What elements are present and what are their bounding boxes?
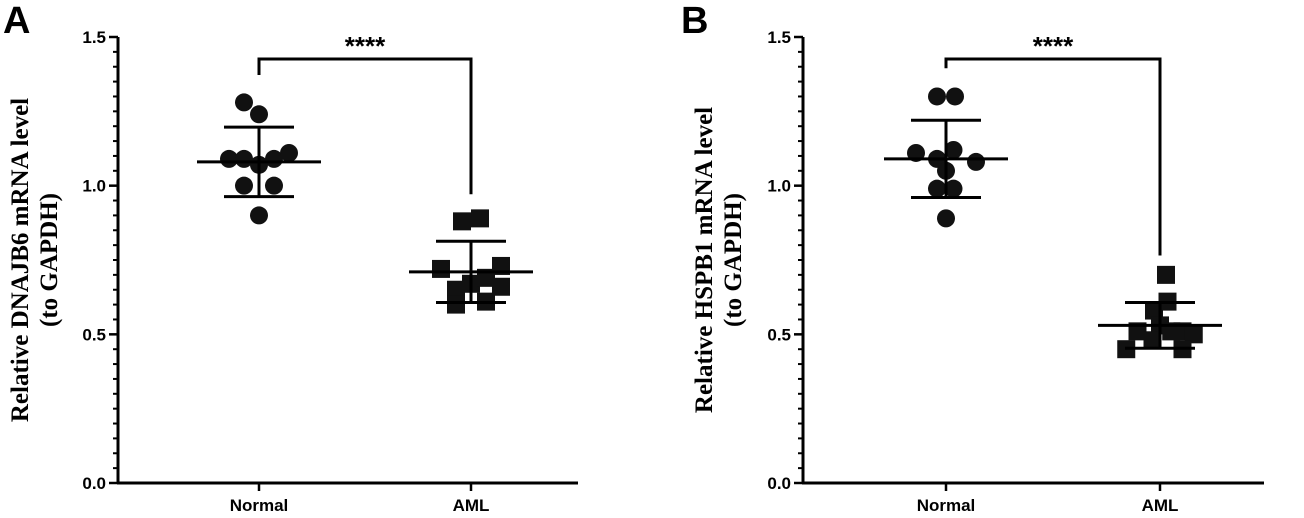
panel-b-normal-point <box>944 140 963 159</box>
panel-a-normal-point <box>220 149 238 168</box>
panel-b-normal-point <box>946 87 964 106</box>
panel-a-y-tick-label: 1.0 <box>82 177 106 196</box>
panel-b-aml-point <box>1143 331 1162 350</box>
panel-b-axes: 0.0 0.5 1.0 1.5 <box>767 28 1264 493</box>
panel-a-y-tick-label: 0.5 <box>82 325 106 344</box>
panel-b-normal-point <box>937 209 955 228</box>
panel-b-y-tick-label: 0.5 <box>767 325 791 344</box>
panel-b-significance: **** <box>1033 31 1074 61</box>
panel-a-normal-point <box>265 176 283 195</box>
panel-b-marks <box>884 57 1222 359</box>
panel-a-significance: **** <box>345 31 386 61</box>
panel-b-normal-point <box>944 179 963 198</box>
panel-a-marks <box>197 57 533 314</box>
panel-b-category-normal: Normal <box>917 496 976 515</box>
panel-b-normal-point <box>967 152 985 171</box>
panel-b: B Relative HSPB1 mRNA level (to GAPDH) 0… <box>681 0 1264 515</box>
panel-a-significance-bracket <box>257 57 473 195</box>
panel-a-category-normal: Normal <box>230 496 289 515</box>
panel-a-normal-point <box>250 206 268 225</box>
panel-a-axes: 0.0 0.5 1.0 1.5 <box>82 28 578 493</box>
panel-b-normal-point <box>928 87 946 106</box>
panel-b-significance-bracket <box>944 57 1162 256</box>
panel-a-normal-point <box>235 176 253 195</box>
panel-a-letter: A <box>3 0 30 42</box>
panel-a-y-tick-label: 0.0 <box>82 474 106 493</box>
panel-a-aml-point <box>471 209 489 228</box>
panel-a-aml-point <box>447 295 465 314</box>
panel-a-y-label-line2: (to GAPDH) <box>36 193 63 327</box>
panel-b-category-aml: AML <box>1142 496 1179 515</box>
panel-b-y-tick-label: 1.5 <box>767 28 791 47</box>
panel-b-aml-point <box>1184 325 1203 344</box>
panel-a-aml-point <box>447 280 465 299</box>
panel-a-normal-point <box>235 149 253 168</box>
panel-b-y-tick-label: 1.0 <box>767 177 791 196</box>
panel-a-y-tick-label: 1.5 <box>82 28 106 47</box>
panel-a-normal-point <box>235 93 253 112</box>
panel-b-y-tick-label: 0.0 <box>767 474 791 493</box>
panel-a-normal-point <box>265 149 283 168</box>
panel-a-aml-point <box>432 259 450 278</box>
panel-b-aml-point <box>1157 265 1175 284</box>
panel-a-normal-point <box>280 143 298 162</box>
panel-a-normal-point <box>250 105 268 124</box>
panel-a-category-aml: AML <box>453 496 490 515</box>
panel-a-y-label-line1: Relative DNAJB6 mRNA level <box>7 98 34 422</box>
panel-b-y-label-line2: (to GAPDH) <box>720 193 747 327</box>
panel-b-normal-point <box>928 179 946 198</box>
panel-a-aml-point <box>453 212 471 231</box>
panel-b-y-label-line1: Relative HSPB1 mRNA level <box>691 107 718 413</box>
panel-a-aml-point <box>492 277 510 296</box>
panel-b-letter: B <box>681 0 708 42</box>
panel-a: A Relative DNAJB6 mRNA level (to GAPDH) … <box>3 0 578 515</box>
